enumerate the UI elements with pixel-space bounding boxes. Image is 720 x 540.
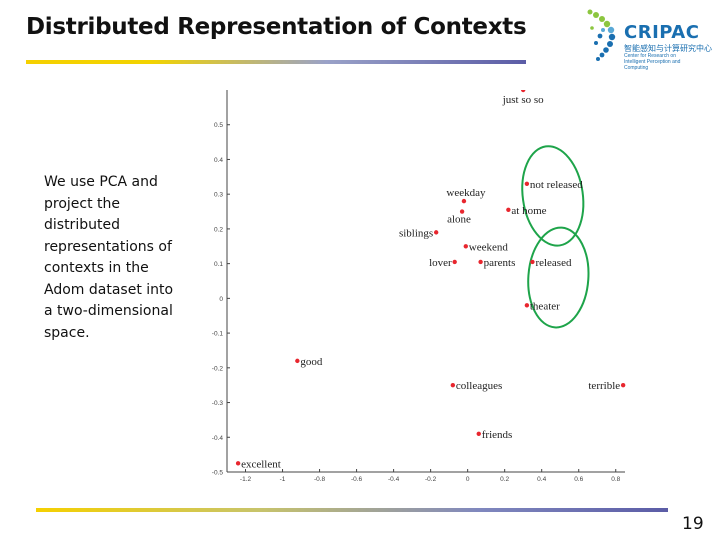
y-tick-label: -0.4 <box>212 435 224 442</box>
footer-rule <box>36 508 668 512</box>
point-lover <box>452 259 457 265</box>
point-theater <box>524 303 530 308</box>
slide-title: Distributed Representation of Contexts <box>26 14 527 40</box>
point-good <box>295 358 300 364</box>
logo-dots-icon <box>587 9 616 61</box>
x-tick-label: -1 <box>280 476 286 483</box>
point-label-colleagues: colleagues <box>456 380 502 392</box>
x-tick-label: 0 <box>466 476 470 483</box>
point-label-released: released <box>535 257 572 269</box>
point-label-weekday: weekday <box>446 187 486 199</box>
y-tick-label: 0.3 <box>214 192 223 199</box>
point-terrible <box>620 382 626 388</box>
x-tick-label: 0.8 <box>611 476 620 483</box>
point-weekday <box>461 198 467 204</box>
y-tick-label: 0.4 <box>214 157 223 164</box>
point-label-good: good <box>300 356 323 368</box>
point-label-not-released: not released <box>530 179 583 191</box>
page-number: 19 <box>682 514 704 534</box>
y-tick-label: 0 <box>219 296 223 303</box>
point-label-weekend: weekend <box>469 241 509 253</box>
slide-description: We use PCA and project the distributed r… <box>44 174 174 341</box>
y-tick-label: -0.2 <box>212 365 224 372</box>
point-label-parents: parents <box>484 257 516 269</box>
y-tick-label: -0.3 <box>212 400 224 407</box>
x-tick-label: -0.2 <box>425 476 437 483</box>
x-tick-label: 0.4 <box>537 476 546 483</box>
point-parents <box>478 259 483 265</box>
x-tick-label: -0.4 <box>388 476 400 483</box>
point-label-lover: lover <box>429 257 452 269</box>
point-label-siblings: siblings <box>399 227 433 239</box>
x-tick-label: -1.2 <box>240 476 252 483</box>
point-just-so-so <box>520 90 526 93</box>
point-label-terrible: terrible <box>588 380 620 392</box>
x-tick-label: 0.2 <box>500 476 509 483</box>
y-tick-label: 0.2 <box>214 226 223 233</box>
point-label-friends: friends <box>482 429 513 441</box>
title-underline <box>26 60 526 64</box>
pca-scatter-chart: -0.5 -0.4 -0.3 -0.2 -0.1 0 0.1 0.2 0.3 0.4 0.5 -1.2… <box>212 90 626 483</box>
point-friends <box>476 431 481 436</box>
point-siblings <box>433 230 439 235</box>
point-label-excellent: excellent <box>241 458 281 470</box>
point-label-at-home: at home <box>511 205 546 217</box>
x-tick-label: -0.8 <box>314 476 326 483</box>
y-tick-label: -0.5 <box>212 470 224 477</box>
logo-english-name: Center for Research on Intelligent Perce… <box>624 53 681 71</box>
point-colleagues <box>450 382 456 388</box>
point-label-theater: theater <box>530 300 560 312</box>
point-released <box>530 259 535 265</box>
point-weekend <box>463 244 468 249</box>
point-at-home <box>506 207 511 213</box>
point-excellent <box>235 461 241 466</box>
cripac-logo: CRIPAC 智能感知与计算研究中心 Center for Research o… <box>580 6 720 71</box>
logo-chinese-name: 智能感知与计算研究中心 <box>624 44 712 53</box>
x-tick-label: -0.6 <box>351 476 363 483</box>
point-alone <box>459 209 465 214</box>
y-tick-label: -0.1 <box>212 331 224 338</box>
x-tick-label: 0.6 <box>574 476 583 483</box>
logo-name: CRIPAC <box>624 22 700 43</box>
y-tick-label: 0.5 <box>214 122 223 129</box>
point-label-just-so-so: just so so <box>502 94 544 106</box>
cluster-circle <box>521 145 585 247</box>
point-label-alone: alone <box>447 214 471 226</box>
point-not-released <box>524 181 530 186</box>
y-tick-label: 0.1 <box>214 261 223 268</box>
cluster-circle <box>527 226 590 329</box>
